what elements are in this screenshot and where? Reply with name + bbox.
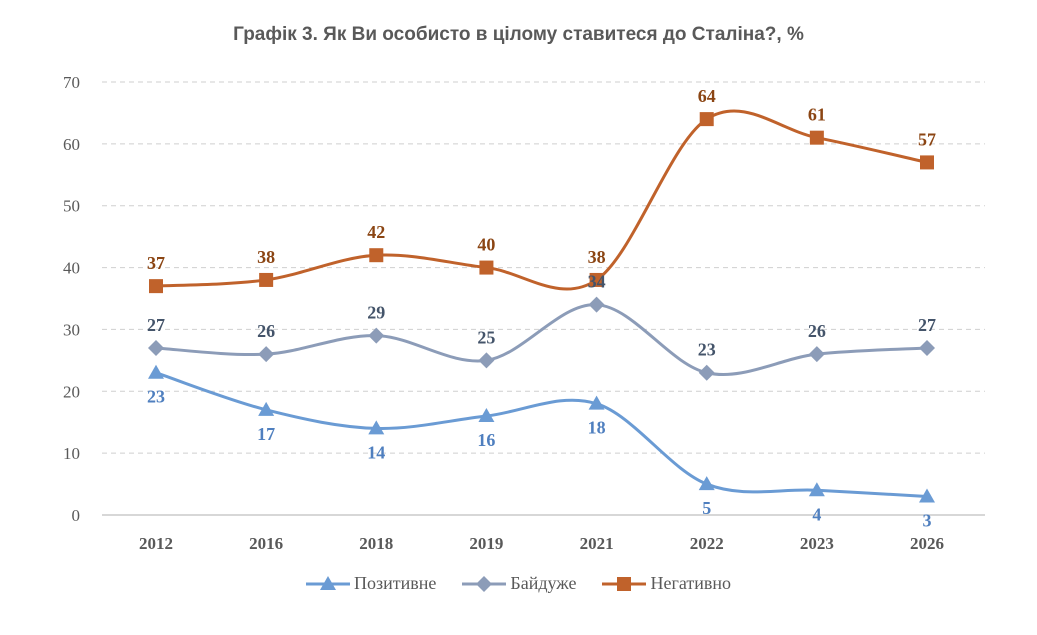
- data-label-square: 64: [698, 86, 716, 106]
- legend-marker-triangle: [320, 575, 336, 590]
- y-tick-label: 60: [63, 135, 80, 154]
- data-point-diamond: [919, 339, 935, 356]
- y-tick-label: 70: [63, 73, 80, 92]
- legend-swatch-triangle: [306, 575, 350, 590]
- legend-item-diamond: Байдуже: [462, 573, 576, 594]
- data-point-triangle: [478, 408, 495, 423]
- data-point-diamond: [148, 339, 164, 356]
- legend-marker-square: [617, 576, 632, 591]
- data-label-triangle: 4: [812, 504, 821, 524]
- data-labels: 27 26 29 25 34 23 26 27 23 17 14 16 18 5 4 3 37 38 42 40 38 6…: [147, 86, 936, 530]
- data-label-square: 42: [367, 222, 385, 242]
- legend-swatch-square: [602, 576, 647, 591]
- legend-label: Позитивне: [354, 573, 437, 593]
- data-point-triangle: [368, 420, 385, 435]
- x-tick-label: 2012: [139, 534, 173, 553]
- series-line-triangle: [155, 371, 928, 498]
- data-point-diamond: [368, 327, 385, 344]
- legend-marker-diamond: [476, 575, 493, 592]
- grid-layer: [102, 81, 985, 516]
- data-point-diamond: [478, 352, 495, 369]
- legend-swatch-diamond: [462, 575, 507, 592]
- x-tick-label: 2018: [359, 534, 393, 553]
- data-label-triangle: 14: [367, 442, 385, 462]
- legend: Позитивне Байдуже Негативно: [0, 573, 1037, 594]
- data-point-diamond: [588, 296, 605, 313]
- x-tick-label: 2026: [910, 534, 944, 553]
- series-line-diamond: [155, 303, 928, 376]
- legend-item-square: Негативно: [602, 573, 731, 594]
- x-tick-label: 2019: [469, 534, 503, 553]
- data-point-square: [809, 130, 824, 145]
- x-tick-label: 2022: [690, 534, 724, 553]
- data-label-diamond: 27: [147, 315, 165, 335]
- data-point-square: [699, 112, 714, 127]
- series-diamond: [148, 296, 935, 381]
- data-label-diamond: 26: [808, 321, 826, 341]
- legend-label: Байдуже: [510, 573, 577, 593]
- series-square: [149, 109, 934, 294]
- data-label-square: 61: [808, 105, 826, 125]
- data-label-diamond: 23: [698, 340, 716, 360]
- data-label-square: 38: [257, 247, 275, 267]
- y-tick-label: 0: [72, 506, 81, 525]
- data-point-triangle: [808, 482, 825, 497]
- data-point-square: [920, 155, 934, 170]
- data-point-triangle: [698, 476, 715, 491]
- data-label-triangle: 5: [702, 498, 711, 518]
- data-point-diamond: [698, 364, 715, 381]
- y-tick-label: 30: [63, 320, 80, 339]
- data-point-triangle: [148, 364, 164, 379]
- data-label-triangle: 23: [147, 387, 165, 407]
- data-point-triangle: [258, 401, 275, 416]
- data-point-square: [479, 260, 494, 275]
- y-axis-ticks: 0 10 20 30 40 50 60 70: [63, 73, 80, 525]
- data-point-square: [369, 248, 384, 263]
- x-tick-label: 2016: [249, 534, 283, 553]
- data-label-square: 40: [477, 235, 495, 255]
- data-point-triangle: [588, 395, 605, 410]
- x-tick-label: 2021: [580, 534, 614, 553]
- data-label-square: 37: [147, 253, 165, 273]
- series-triangle: [148, 364, 935, 503]
- y-tick-label: 20: [63, 382, 80, 401]
- legend-label: Негативно: [650, 573, 731, 593]
- legend-item-triangle: Позитивне: [306, 573, 436, 594]
- data-point-square: [259, 272, 274, 287]
- data-point-triangle: [919, 488, 935, 503]
- x-tick-label: 2023: [800, 534, 834, 553]
- data-label-diamond: 34: [588, 272, 606, 292]
- y-tick-label: 10: [63, 444, 80, 463]
- data-label-diamond: 26: [257, 321, 275, 341]
- x-axis-ticks: 2012 2016 2018 2019 2021 2022 2023 2026: [139, 534, 944, 553]
- data-label-triangle: 17: [257, 424, 275, 444]
- data-point-square: [589, 272, 604, 287]
- data-label-square: 38: [588, 247, 606, 267]
- data-label-diamond: 29: [367, 303, 385, 323]
- data-point-diamond: [808, 346, 825, 363]
- data-label-diamond: 27: [918, 315, 936, 335]
- data-label-diamond: 25: [477, 327, 495, 347]
- data-label-triangle: 18: [588, 418, 606, 438]
- series-line-square: [155, 109, 928, 291]
- data-point-square: [149, 279, 163, 294]
- data-point-diamond: [258, 346, 275, 363]
- chart-title: Графік 3. Як Ви особисто в цілому ставит…: [233, 24, 804, 45]
- data-label-triangle: 3: [923, 510, 932, 530]
- y-tick-label: 40: [63, 259, 80, 278]
- data-label-square: 57: [918, 129, 936, 149]
- y-tick-label: 50: [63, 197, 80, 216]
- series-layer: [148, 109, 935, 503]
- data-label-triangle: 16: [477, 430, 495, 450]
